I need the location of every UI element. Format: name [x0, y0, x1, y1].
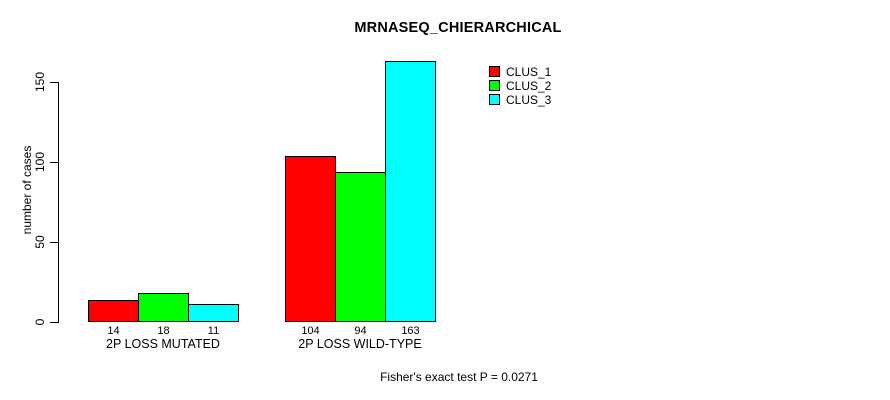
bar-value-label: 94: [354, 325, 367, 337]
legend-label-clus-3: CLUS_3: [506, 92, 552, 107]
legend: CLUS_1 CLUS_2 CLUS_3: [489, 64, 552, 107]
y-axis-tick-label: 100: [33, 151, 47, 173]
fisher-test-note: Fisher's exact test P = 0.0271: [380, 370, 538, 384]
legend-label-clus-2: CLUS_2: [506, 78, 552, 93]
bar-clus_3-group1: [188, 304, 239, 322]
legend-item-clus-3: CLUS_3: [489, 92, 552, 107]
y-axis-tick-label: 0: [33, 318, 47, 326]
y-axis-tick: [50, 162, 58, 163]
bar-clus_2-group2: [335, 172, 386, 322]
bar-value-label: 14: [107, 325, 120, 337]
legend-swatch-clus-3-icon: [489, 94, 500, 105]
y-axis-tick: [50, 242, 58, 243]
legend-swatch-clus-2-icon: [489, 80, 500, 91]
bar-clus_2-group1: [138, 293, 189, 322]
chart-title: MRNASEQ_CHIERARCHICAL: [354, 20, 562, 36]
y-axis-tick-label: 50: [33, 235, 47, 249]
x-category-label-mutated: 2P LOSS MUTATED: [106, 337, 220, 351]
y-axis-tick: [50, 82, 58, 83]
bar-clus_3-group2: [385, 61, 436, 322]
bar-value-label: 104: [301, 325, 320, 337]
legend-item-clus-2: CLUS_2: [489, 78, 552, 93]
y-axis-tick: [50, 322, 58, 323]
x-category-label-wildtype: 2P LOSS WILD-TYPE: [298, 337, 422, 351]
legend-item-clus-1: CLUS_1: [489, 64, 552, 79]
legend-label-clus-1: CLUS_1: [506, 64, 552, 79]
y-axis-title: number of cases: [20, 145, 34, 235]
y-axis-tick-label: 150: [33, 71, 47, 93]
bar-value-label: 18: [157, 325, 170, 337]
bar-value-label: 11: [207, 325, 220, 337]
bar-value-label: 163: [401, 325, 420, 337]
bar-clus_1-group2: [285, 156, 336, 322]
y-axis-line: [58, 82, 59, 323]
bar-clus_1-group1: [88, 300, 139, 322]
legend-swatch-clus-1-icon: [489, 66, 500, 77]
